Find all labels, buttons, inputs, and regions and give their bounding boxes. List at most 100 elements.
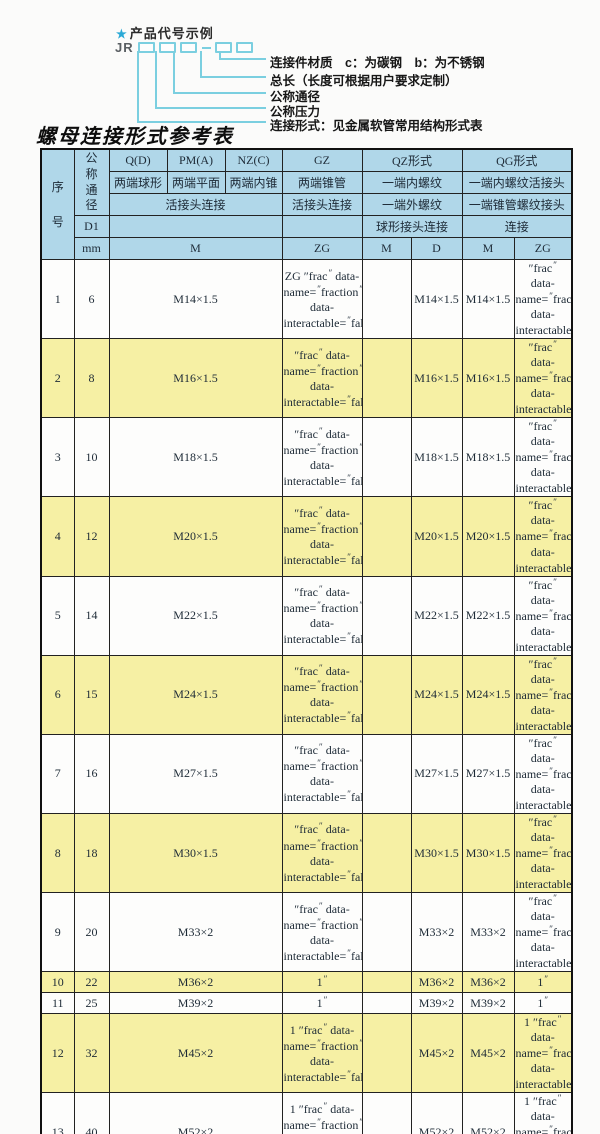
cell-qg-zg: ″frac″ data-name=″fraction″ data-interac… xyxy=(514,497,572,576)
header-qg-desc1: 一端内螺纹活接头 xyxy=(462,172,572,194)
inch-mark: ″ xyxy=(553,814,557,824)
cell-qz-d: M33×2 xyxy=(411,893,462,972)
table-row: 2 8 M16×1.5 ″frac″ data-name=″fraction″ … xyxy=(41,339,572,418)
inch-mark: ″ xyxy=(317,838,321,848)
inch-mark: ″ xyxy=(553,497,557,507)
cell-qg-zg: ″frac″ data-name=″fraction″ data-interac… xyxy=(514,893,572,972)
header-col-qg: QG形式 xyxy=(462,149,572,172)
inch-mark: ″ xyxy=(347,710,351,720)
cell-m-thread: M14×1.5 xyxy=(109,260,282,339)
cell-seq: 2 xyxy=(41,339,74,418)
cell-qg-m: M39×2 xyxy=(462,993,514,1014)
inch-mark: ″ xyxy=(304,269,309,283)
nut-connection-table: 序号 公称通径 Q(D) PM(A) NZ(C) GZ QZ形式 QG形式 两端… xyxy=(40,148,573,1134)
cell-gz: 1″ xyxy=(282,993,362,1014)
connector-line-horizontal xyxy=(219,58,266,60)
table-row: 4 12 M20×1.5 ″frac″ data-name=″fraction″… xyxy=(41,497,572,576)
inch-mark: ″ xyxy=(317,1038,321,1048)
label-material: 连接件材质 c：为碳钢 b：为不锈钢 xyxy=(270,52,485,71)
cell-qz-d: M16×1.5 xyxy=(411,339,462,418)
cell-dn: 12 xyxy=(74,497,109,576)
cell-gz: ″frac″ data-name=″fraction″ data-interac… xyxy=(282,734,362,813)
cell-gz: ″frac″ data-name=″fraction″ data-interac… xyxy=(282,339,362,418)
header-pm-desc: 两端平面 xyxy=(167,172,225,194)
cell-qz-m xyxy=(362,260,411,339)
header-qz-desc2: 一端外螺纹 xyxy=(362,194,462,216)
inch-mark: ″ xyxy=(347,1069,351,1079)
cell-m-thread: M27×1.5 xyxy=(109,734,282,813)
inch-mark: ″ xyxy=(317,600,321,610)
cell-qz-d: M18×1.5 xyxy=(411,418,462,497)
header-qg-conn: 连接 xyxy=(462,216,572,238)
inch-mark: ″ xyxy=(529,578,534,592)
cell-qg-zg: 1″ xyxy=(514,972,572,993)
cell-gz: ″frac″ data-name=″fraction″ data-interac… xyxy=(282,497,362,576)
cell-seq: 8 xyxy=(41,813,74,892)
header-qz-conn: 球形接头连接 xyxy=(362,216,462,238)
header-m1: M xyxy=(109,238,282,260)
cell-qg-zg: ″frac″ data-name=″fraction″ data-interac… xyxy=(514,734,572,813)
code-prefix: JR xyxy=(115,40,134,55)
diagram-title-text: 产品代号示例 xyxy=(130,26,214,41)
inch-mark: ″ xyxy=(294,348,299,362)
cell-qg-zg: 1 ″frac″ data-name=″fraction″ data-inter… xyxy=(514,1093,572,1134)
header-col-gz: GZ xyxy=(282,149,362,172)
cell-gz: 1 ″frac″ data-name=″fraction″ data-inter… xyxy=(282,1093,362,1134)
cell-dn: 20 xyxy=(74,893,109,972)
cell-m-thread: M16×1.5 xyxy=(109,339,282,418)
inch-mark: ″ xyxy=(347,631,351,641)
inch-mark: ″ xyxy=(347,394,351,404)
inch-mark: ″ xyxy=(347,552,351,562)
cell-m-thread: M30×1.5 xyxy=(109,813,282,892)
inch-mark: ″ xyxy=(558,1093,562,1103)
cell-seq: 12 xyxy=(41,1014,74,1093)
cell-qg-m: M30×1.5 xyxy=(462,813,514,892)
table-heading: 螺母连接形式参考表 xyxy=(36,120,234,149)
inch-mark: ″ xyxy=(319,347,323,357)
header-empty-2 xyxy=(282,216,362,238)
header-m3: M xyxy=(462,238,514,260)
cell-seq: 6 xyxy=(41,655,74,734)
cell-seq: 3 xyxy=(41,418,74,497)
table-row: 3 10 M18×1.5 ″frac″ data-name=″fraction″… xyxy=(41,418,572,497)
cell-m-thread: M45×2 xyxy=(109,1014,282,1093)
cell-m-thread: M36×2 xyxy=(109,972,282,993)
header-bore: 公称通径 xyxy=(74,149,109,216)
inch-mark: ″ xyxy=(549,845,553,855)
cell-qg-zg: ″frac″ data-name=″fraction″ data-interac… xyxy=(514,655,572,734)
inch-mark: ″ xyxy=(324,995,328,1005)
cell-m-thread: M24×1.5 xyxy=(109,655,282,734)
cell-qg-m: M16×1.5 xyxy=(462,339,514,418)
cell-gz: ″frac″ data-name=″fraction″ data-interac… xyxy=(282,893,362,972)
cell-qg-m: M18×1.5 xyxy=(462,418,514,497)
cell-seq: 5 xyxy=(41,576,74,655)
table-row: 12 32 M45×2 1 ″frac″ data-name=″fraction… xyxy=(41,1014,572,1093)
table-row: 1 6 M14×1.5 ZG ″frac″ data-name=″fractio… xyxy=(41,260,572,339)
header-unit: mm xyxy=(74,238,109,260)
cell-seq: 1 xyxy=(41,260,74,339)
cell-qz-d: M45×2 xyxy=(411,1014,462,1093)
connector-line-vertical xyxy=(155,51,157,109)
cell-qz-d: M22×1.5 xyxy=(411,576,462,655)
cell-qz-m xyxy=(362,339,411,418)
inch-mark: ″ xyxy=(319,901,323,911)
cell-qz-d: M36×2 xyxy=(411,972,462,993)
cell-seq: 11 xyxy=(41,993,74,1014)
cell-gz: ″frac″ data-name=″fraction″ data-interac… xyxy=(282,655,362,734)
cell-qg-m: M20×1.5 xyxy=(462,497,514,576)
cell-qg-zg: ″frac″ data-name=″fraction″ data-interac… xyxy=(514,418,572,497)
inch-mark: ″ xyxy=(529,894,534,908)
connector-line-horizontal xyxy=(200,76,266,78)
cell-qg-m: M36×2 xyxy=(462,972,514,993)
table-row: 5 14 M22×1.5 ″frac″ data-name=″fraction″… xyxy=(41,576,572,655)
inch-mark: ″ xyxy=(347,869,351,879)
table-row: 7 16 M27×1.5 ″frac″ data-name=″fraction″… xyxy=(41,734,572,813)
inch-mark: ″ xyxy=(549,449,553,459)
table-row: 10 22 M36×2 1″ M36×2 M36×2 1″ xyxy=(41,972,572,993)
cell-dn: 25 xyxy=(74,993,109,1014)
cell-qg-m: M27×1.5 xyxy=(462,734,514,813)
header-zg1: ZG xyxy=(282,238,362,260)
connector-line-vertical xyxy=(200,51,202,78)
inch-mark: ″ xyxy=(529,498,534,512)
cell-qz-m xyxy=(362,734,411,813)
